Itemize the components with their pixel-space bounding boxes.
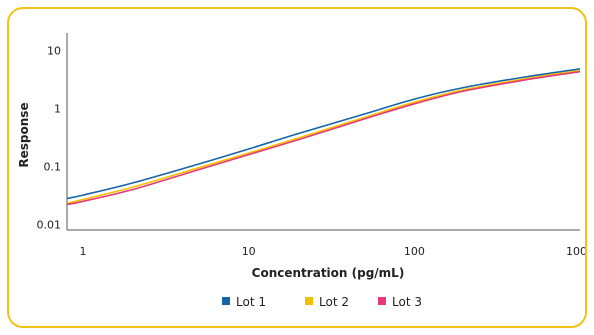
legend-swatch xyxy=(378,297,386,305)
x-tick-label: 1 xyxy=(80,245,87,258)
series-line-lot-1 xyxy=(66,68,581,200)
x-tick-label: 10 xyxy=(242,245,256,258)
series-lines xyxy=(66,68,581,206)
y-tick-label: 10 xyxy=(47,44,61,57)
series-line-lot-2 xyxy=(66,69,581,205)
y-tick-label: 0.01 xyxy=(37,218,62,231)
y-tick-label: 0.1 xyxy=(44,160,62,173)
legend: Lot 1 Lot 2 Lot 3 xyxy=(222,295,422,309)
x-tick-label: 100 xyxy=(404,245,425,258)
legend-swatch xyxy=(222,297,230,305)
legend-label: Lot 2 xyxy=(319,295,349,309)
axes xyxy=(66,33,580,231)
legend-label: Lot 1 xyxy=(236,295,266,309)
y-tick-label: 1 xyxy=(54,102,61,115)
x-axis-title: Concentration (pg/mL) xyxy=(252,266,405,280)
series-line-lot-3 xyxy=(66,70,581,206)
legend-item-lot-1: Lot 1 xyxy=(222,295,266,309)
legend-swatch xyxy=(305,297,313,305)
legend-item-lot-2: Lot 2 xyxy=(305,295,349,309)
y-axis-title: Response xyxy=(17,102,31,167)
legend-label: Lot 3 xyxy=(392,295,422,309)
legend-item-lot-3: Lot 3 xyxy=(378,295,422,309)
